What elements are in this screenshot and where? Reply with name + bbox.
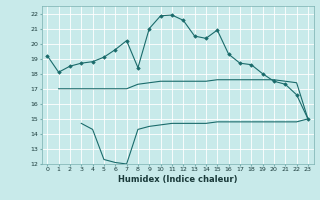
X-axis label: Humidex (Indice chaleur): Humidex (Indice chaleur): [118, 175, 237, 184]
